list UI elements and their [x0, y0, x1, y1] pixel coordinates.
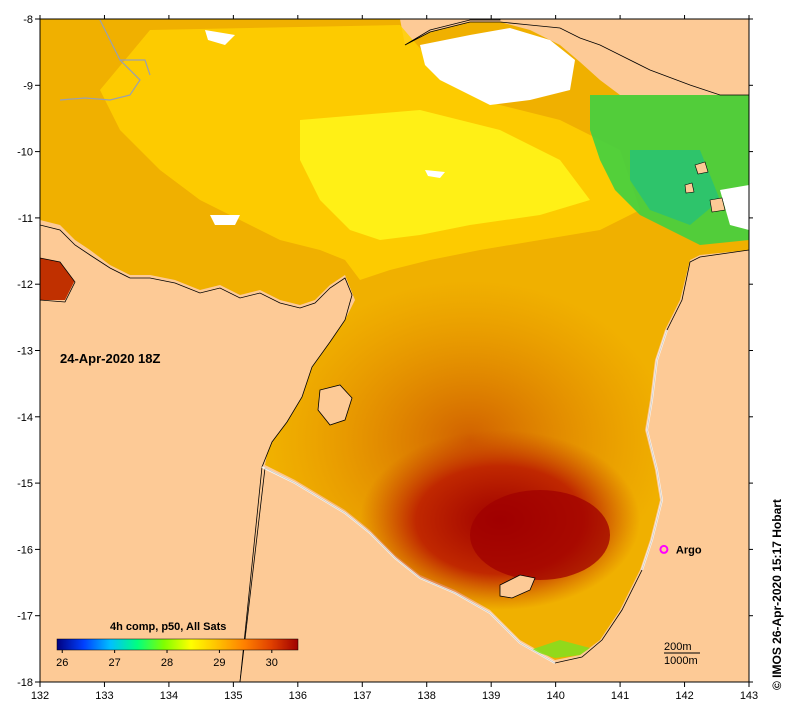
no-data-cloud-east [720, 185, 749, 230]
lon-tick-label: 137 [353, 690, 371, 702]
lat-tick-label: -14 [17, 412, 33, 424]
lon-tick-label: 133 [95, 690, 113, 702]
land-new-guinea [404, 19, 749, 96]
warm-core-inner [470, 490, 610, 580]
longitude-axis: 132 133 134 135 136 137 138 139 140 141 142 143 [31, 15, 758, 702]
colorbar-tick-label: 30 [266, 657, 278, 669]
lat-tick-label: -18 [17, 677, 33, 689]
no-data-cloud-small2 [210, 215, 240, 225]
lat-tick-label: -10 [17, 147, 33, 159]
land-torres-islands [684, 161, 726, 213]
no-data-cloud-small1 [205, 30, 235, 45]
warm-west-patch [40, 255, 75, 300]
lon-tick-label: 142 [675, 690, 693, 702]
lon-tick-label: 141 [611, 690, 629, 702]
isobath-200m-label: 200m [664, 641, 692, 653]
colorbar-tick-label: 29 [213, 657, 225, 669]
coast-fringe-east [641, 329, 668, 571]
land-arnhem [40, 224, 353, 682]
lon-tick-label: 139 [482, 690, 500, 702]
colorbar-title: 4h comp, p50, All Sats [110, 621, 226, 633]
lon-tick-label: 136 [289, 690, 307, 702]
lon-tick-label: 140 [546, 690, 564, 702]
lat-tick-label: -12 [17, 279, 33, 291]
land-mornington-island [499, 574, 536, 599]
no-data-cloud-north [420, 28, 575, 105]
land-groote-eylandt [317, 384, 353, 426]
colorbar-ticks: 26 27 28 29 30 [56, 650, 278, 669]
no-data-cloud-small3 [425, 170, 445, 178]
lat-tick-label: -17 [17, 611, 33, 623]
lat-tick-label: -16 [17, 544, 33, 556]
lon-tick-label: 135 [224, 690, 242, 702]
timestamp-label: 24-Apr-2020 18Z [60, 351, 160, 366]
lat-tick-label: -9 [23, 80, 33, 92]
colorbar-tick-label: 27 [109, 657, 121, 669]
isobath-1000m-label: 1000m [664, 655, 698, 667]
bright-yellow-band [300, 110, 590, 240]
river-lines [59, 19, 151, 101]
lat-tick-label: -11 [18, 213, 33, 225]
markers-layer: Argo [659, 544, 702, 556]
lon-tick-label: 143 [740, 690, 758, 702]
colorbar [56, 638, 299, 651]
lat-tick-label: -8 [23, 14, 33, 26]
lon-tick-label: 134 [160, 690, 178, 702]
credit-text: © IMOS 26-Apr-2020 15:17 Hobart [770, 499, 784, 690]
latitude-axis: -8 -9 -10 -11 -12 -13 -14 -15 -16 -17 -18 [17, 14, 753, 689]
argo-marker-icon [659, 544, 669, 554]
green-fringe-south [530, 640, 590, 658]
lon-tick-label: 138 [418, 690, 436, 702]
lat-tick-label: -13 [17, 346, 33, 358]
colorbar-tick-label: 26 [56, 657, 68, 669]
lon-tick-label: 132 [31, 690, 49, 702]
colorbar-tick-label: 28 [161, 657, 173, 669]
argo-marker-label: Argo [676, 544, 702, 556]
lat-tick-label: -15 [17, 478, 33, 490]
coast-fringe-west [261, 466, 556, 664]
